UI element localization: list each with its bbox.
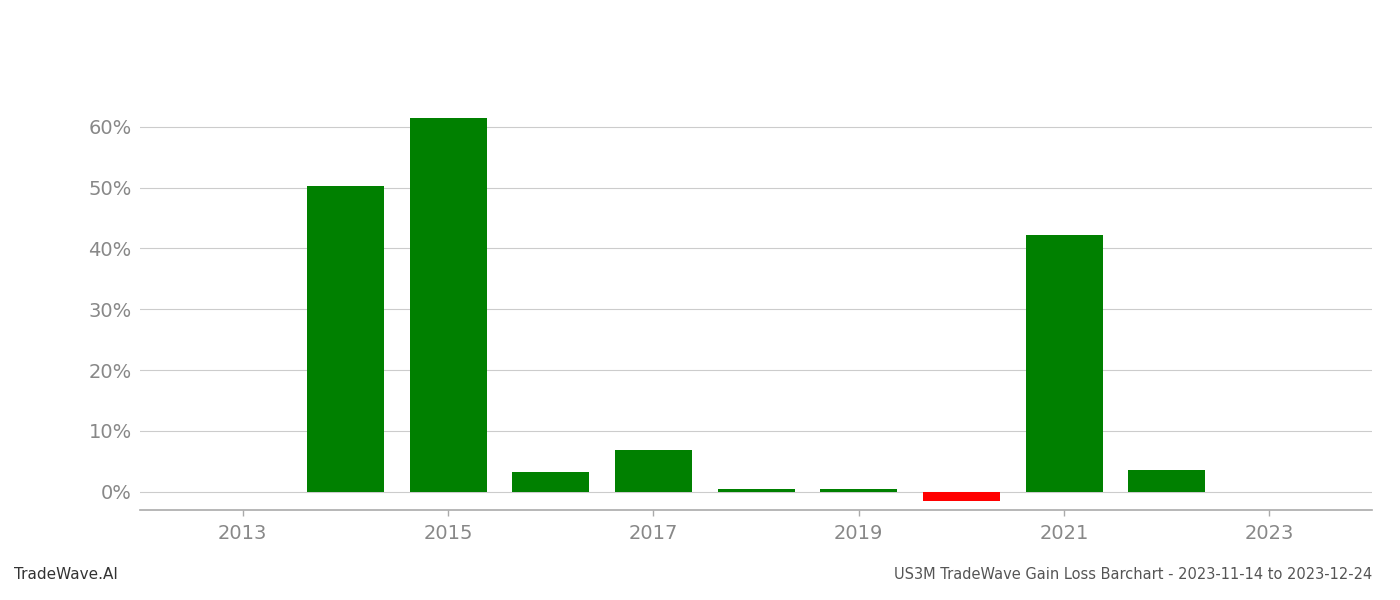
Bar bbox=[1025, 235, 1103, 492]
Bar bbox=[1128, 470, 1205, 492]
Bar bbox=[923, 492, 1000, 501]
Bar bbox=[307, 185, 384, 492]
Bar bbox=[820, 490, 897, 492]
Bar bbox=[512, 472, 589, 492]
Bar bbox=[409, 118, 487, 492]
Text: TradeWave.AI: TradeWave.AI bbox=[14, 567, 118, 582]
Bar bbox=[615, 451, 692, 492]
Text: US3M TradeWave Gain Loss Barchart - 2023-11-14 to 2023-12-24: US3M TradeWave Gain Loss Barchart - 2023… bbox=[893, 567, 1372, 582]
Bar bbox=[717, 489, 795, 492]
